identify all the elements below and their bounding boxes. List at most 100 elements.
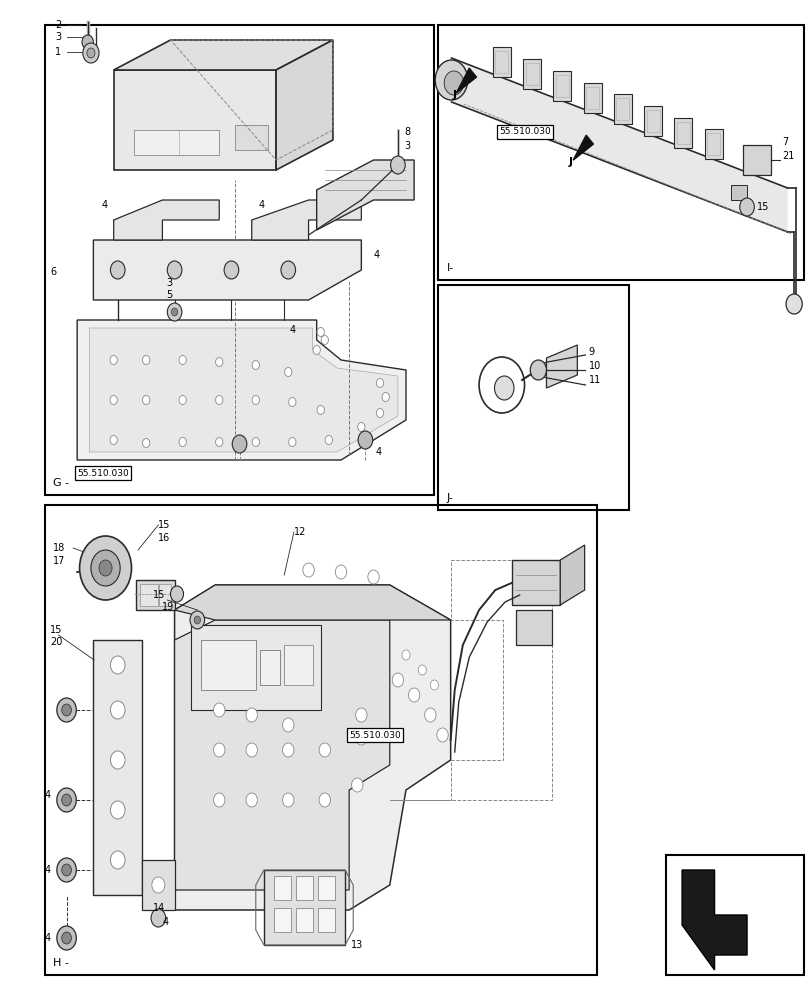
- Polygon shape: [522, 59, 540, 89]
- Circle shape: [110, 436, 117, 444]
- Circle shape: [110, 356, 117, 364]
- Polygon shape: [742, 145, 770, 175]
- Polygon shape: [284, 645, 312, 685]
- Polygon shape: [174, 585, 450, 910]
- Text: 4: 4: [289, 325, 295, 335]
- Circle shape: [430, 680, 438, 690]
- Circle shape: [110, 701, 125, 719]
- Circle shape: [335, 565, 346, 579]
- Polygon shape: [511, 560, 560, 605]
- Circle shape: [99, 560, 112, 576]
- Text: 4: 4: [45, 933, 51, 943]
- Text: 4: 4: [101, 200, 108, 210]
- Circle shape: [530, 360, 546, 380]
- Polygon shape: [114, 40, 333, 70]
- Polygon shape: [456, 68, 476, 93]
- Text: 13: 13: [350, 940, 363, 950]
- Polygon shape: [451, 58, 787, 232]
- Circle shape: [83, 43, 99, 63]
- Text: 20: 20: [50, 637, 62, 647]
- Text: 16: 16: [158, 533, 170, 543]
- Text: 19: 19: [162, 602, 174, 612]
- Text: 3: 3: [55, 32, 62, 42]
- Circle shape: [170, 586, 183, 602]
- Circle shape: [392, 673, 403, 687]
- Circle shape: [357, 422, 364, 432]
- Polygon shape: [730, 185, 746, 200]
- Circle shape: [321, 336, 328, 344]
- Circle shape: [178, 356, 186, 364]
- Text: J-: J-: [446, 493, 453, 503]
- Circle shape: [224, 261, 238, 279]
- Text: 8: 8: [404, 127, 410, 137]
- Circle shape: [178, 438, 186, 446]
- Circle shape: [355, 731, 367, 745]
- Circle shape: [110, 395, 117, 404]
- Polygon shape: [136, 580, 174, 610]
- Polygon shape: [174, 620, 389, 890]
- Circle shape: [251, 438, 260, 446]
- Circle shape: [251, 395, 260, 404]
- Circle shape: [194, 616, 200, 624]
- Circle shape: [785, 294, 801, 314]
- Circle shape: [282, 793, 294, 807]
- Polygon shape: [235, 125, 268, 150]
- Circle shape: [390, 156, 405, 174]
- Polygon shape: [296, 908, 312, 932]
- Circle shape: [739, 198, 753, 216]
- Polygon shape: [174, 585, 450, 620]
- Text: 11: 11: [588, 375, 600, 385]
- Circle shape: [213, 703, 225, 717]
- Polygon shape: [546, 345, 577, 388]
- Circle shape: [91, 550, 120, 586]
- Text: I-: I-: [446, 263, 453, 273]
- Polygon shape: [139, 584, 158, 606]
- Text: 55.510.030: 55.510.030: [349, 730, 401, 740]
- Text: 12: 12: [294, 527, 306, 537]
- Polygon shape: [274, 908, 290, 932]
- Circle shape: [324, 436, 333, 444]
- Circle shape: [418, 665, 426, 675]
- Circle shape: [246, 793, 257, 807]
- Circle shape: [316, 328, 324, 336]
- Circle shape: [424, 708, 436, 722]
- Circle shape: [316, 406, 324, 414]
- Circle shape: [171, 308, 178, 316]
- Polygon shape: [613, 94, 631, 124]
- Text: 5: 5: [166, 290, 173, 300]
- Polygon shape: [492, 47, 510, 77]
- Circle shape: [319, 793, 330, 807]
- Circle shape: [381, 392, 388, 401]
- Polygon shape: [643, 106, 661, 136]
- Circle shape: [57, 698, 76, 722]
- Text: J: J: [568, 157, 572, 167]
- Polygon shape: [560, 545, 584, 605]
- Circle shape: [436, 728, 448, 742]
- Text: 4: 4: [45, 865, 51, 875]
- Circle shape: [375, 408, 383, 418]
- Text: 21: 21: [781, 151, 793, 161]
- Circle shape: [57, 926, 76, 950]
- Text: 55.510.030: 55.510.030: [77, 468, 129, 478]
- Circle shape: [303, 563, 314, 577]
- Polygon shape: [583, 83, 601, 113]
- Circle shape: [232, 435, 247, 453]
- Text: J: J: [453, 90, 457, 100]
- Circle shape: [282, 718, 294, 732]
- Circle shape: [213, 793, 225, 807]
- Polygon shape: [674, 118, 692, 148]
- Circle shape: [142, 356, 149, 364]
- Circle shape: [142, 438, 149, 448]
- Text: 4: 4: [375, 447, 381, 457]
- Text: 7: 7: [781, 137, 787, 147]
- Circle shape: [82, 35, 93, 49]
- Circle shape: [190, 611, 204, 629]
- Circle shape: [444, 71, 463, 95]
- Polygon shape: [251, 200, 361, 240]
- Circle shape: [288, 438, 295, 446]
- Polygon shape: [159, 584, 171, 606]
- Text: 10: 10: [588, 361, 600, 371]
- Circle shape: [110, 751, 125, 769]
- Text: 55.510.030: 55.510.030: [499, 127, 551, 136]
- Circle shape: [167, 303, 182, 321]
